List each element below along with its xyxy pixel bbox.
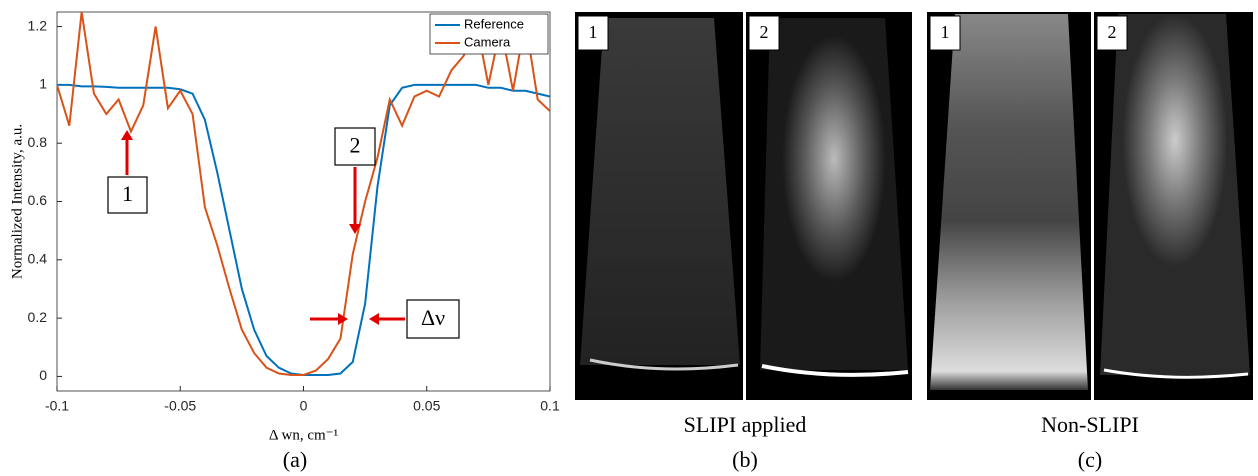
image-content <box>589 358 739 371</box>
annotation-box <box>107 176 148 214</box>
arrow-head <box>349 224 361 234</box>
x-tick-label: -0.05 <box>164 398 196 414</box>
image-number-box <box>748 15 780 51</box>
image-content <box>580 18 740 365</box>
image-content <box>930 14 1088 390</box>
image-number: 1 <box>941 22 950 42</box>
x-tick-label: 0 <box>300 398 308 414</box>
annotation-label: Δν <box>421 305 445 330</box>
y-tick-label: 0 <box>39 367 47 383</box>
panel-caption: (a) <box>283 447 307 472</box>
y-tick-label: 0.2 <box>28 309 48 325</box>
y-tick-label: 0.6 <box>28 192 48 208</box>
legend-label: Reference <box>464 16 524 31</box>
annotation-box <box>406 299 460 339</box>
y-tick-label: 1.2 <box>28 17 48 33</box>
arrow-head <box>369 313 379 325</box>
image-content <box>760 18 908 370</box>
y-tick-label: 0.8 <box>28 134 48 150</box>
image-number-box <box>577 15 609 51</box>
image-number-box <box>1096 15 1128 51</box>
panel-c <box>927 12 1253 400</box>
image-content <box>1103 368 1249 379</box>
image-number: 1 <box>589 22 598 42</box>
panel-label: (c) <box>1078 447 1102 472</box>
x-tick-label: 0.1 <box>540 398 560 414</box>
image-number: 2 <box>1108 22 1117 42</box>
image-content <box>1100 14 1250 375</box>
x-tick-label: 0.05 <box>413 398 440 414</box>
arrow-head <box>338 313 348 325</box>
legend-label: Camera <box>464 34 511 49</box>
x-tick-label: -0.1 <box>45 398 69 414</box>
y-tick-label: 0.4 <box>28 251 48 267</box>
y-axis-label: Normalized Intensity, a.u. <box>9 124 25 279</box>
panel-caption: SLIPI applied <box>684 412 807 437</box>
image-number: 2 <box>760 22 769 42</box>
image-number-box <box>929 15 961 51</box>
legend-box <box>429 13 549 55</box>
panel-b <box>575 12 912 400</box>
annotation-label: 2 <box>350 133 361 158</box>
panel-label: (b) <box>732 447 758 472</box>
x-axis-label: Δ wn, cm⁻¹ <box>269 427 338 443</box>
panel-caption: Non-SLIPI <box>1041 412 1139 437</box>
y-tick-label: 1 <box>39 76 47 92</box>
arrow-head <box>121 130 133 140</box>
annotation-label: 1 <box>122 181 133 206</box>
image-content <box>761 364 909 377</box>
annotation-box <box>334 127 376 166</box>
